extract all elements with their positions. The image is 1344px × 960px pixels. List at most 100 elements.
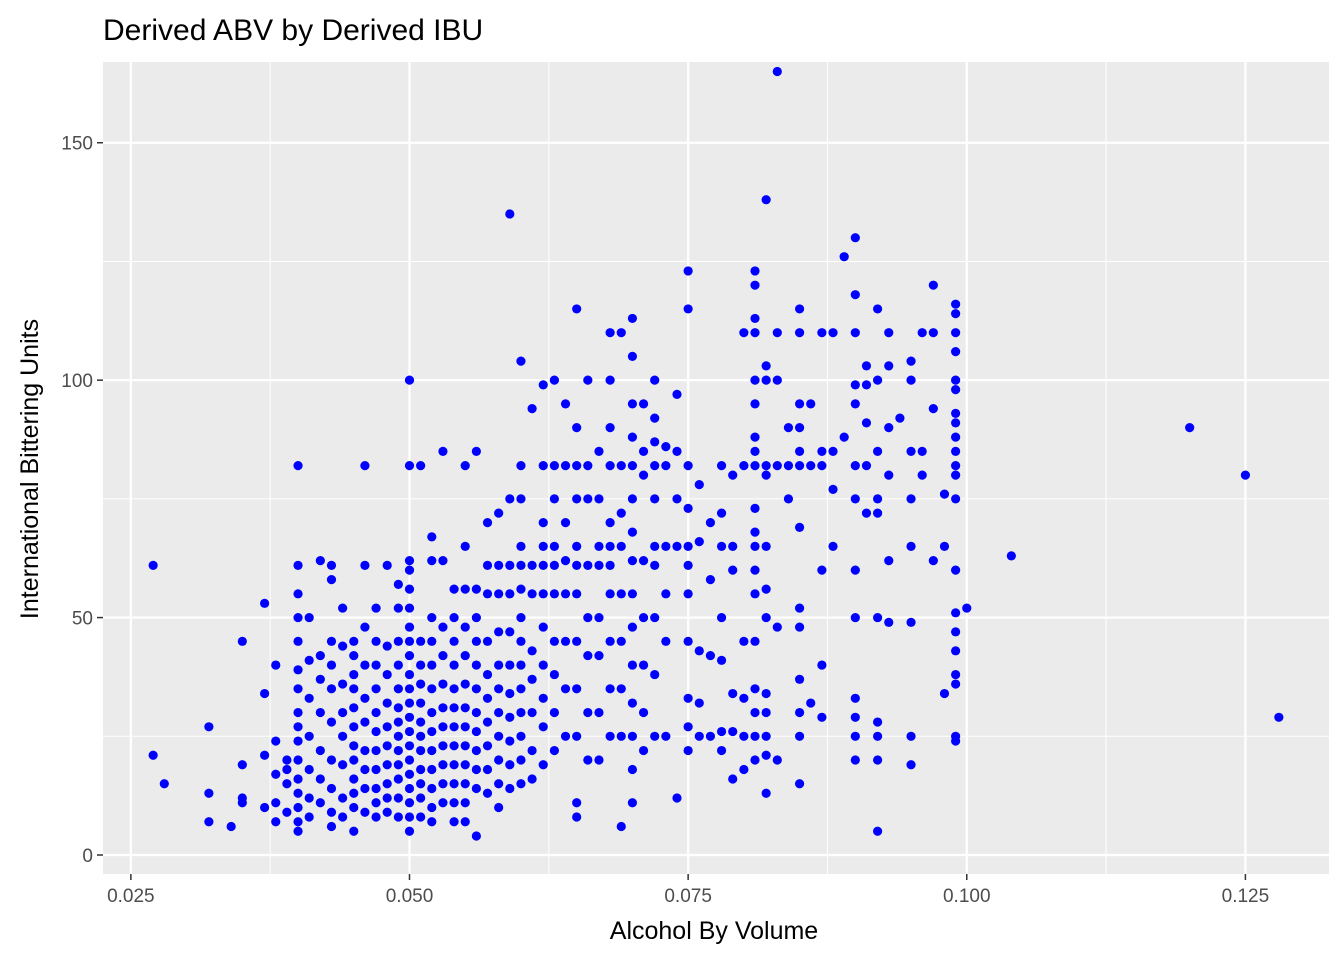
data-point <box>505 494 515 504</box>
data-point <box>527 774 537 784</box>
data-point <box>794 328 805 338</box>
data-point <box>572 812 582 822</box>
data-point <box>293 826 303 836</box>
data-point <box>371 684 381 694</box>
data-point <box>371 726 381 737</box>
data-point <box>739 461 749 471</box>
data-point <box>293 589 303 599</box>
data-point <box>404 698 415 708</box>
data-point <box>572 589 582 599</box>
data-point <box>828 328 838 338</box>
data-point <box>806 399 816 409</box>
data-point <box>382 641 392 651</box>
data-point <box>460 817 470 827</box>
data-point <box>471 584 481 594</box>
data-point <box>761 541 771 551</box>
data-point <box>404 769 415 779</box>
data-point <box>906 494 916 504</box>
data-point <box>505 589 515 599</box>
data-point <box>761 361 771 371</box>
plot-panel <box>103 62 1329 874</box>
data-point <box>794 304 805 314</box>
data-point <box>338 707 348 718</box>
data-point <box>873 612 883 623</box>
data-point <box>605 461 615 471</box>
data-point <box>861 380 872 390</box>
data-point <box>416 745 426 756</box>
data-point <box>861 418 872 428</box>
data-point <box>427 684 437 694</box>
data-point <box>951 328 961 338</box>
data-point <box>783 423 794 433</box>
data-point <box>616 589 626 599</box>
data-point <box>404 741 415 751</box>
data-point <box>761 707 771 718</box>
data-point <box>616 821 626 832</box>
data-point <box>404 461 415 471</box>
data-point <box>806 461 816 471</box>
data-point <box>404 584 415 594</box>
data-point <box>939 688 950 699</box>
data-point <box>293 684 303 694</box>
data-point <box>371 798 381 808</box>
data-point <box>471 446 481 456</box>
data-point <box>315 745 325 756</box>
data-point <box>761 731 771 741</box>
data-point <box>750 266 760 276</box>
data-point <box>917 470 927 480</box>
data-point <box>482 518 493 528</box>
data-point <box>449 760 459 770</box>
data-point <box>794 603 805 613</box>
data-point <box>951 418 961 428</box>
data-point <box>516 356 526 366</box>
data-point <box>1006 551 1016 561</box>
data-point <box>460 722 470 732</box>
data-point <box>471 831 481 841</box>
data-point <box>282 764 292 775</box>
data-point <box>260 688 270 699</box>
data-point <box>750 446 760 456</box>
data-point <box>873 304 883 314</box>
data-point <box>850 399 860 409</box>
data-point <box>627 461 638 471</box>
data-point <box>794 731 805 741</box>
data-point <box>560 636 571 646</box>
data-point <box>360 764 370 775</box>
x-axis-ticks: 0.025 0.050 0.075 0.100 0.125 <box>107 874 1269 907</box>
data-point <box>516 731 526 741</box>
data-point <box>605 684 615 694</box>
data-point <box>404 565 415 575</box>
data-point <box>527 404 537 414</box>
data-point <box>404 826 415 836</box>
data-point <box>616 508 626 518</box>
data-point <box>416 717 426 727</box>
data-point <box>338 679 348 689</box>
data-point <box>416 679 426 689</box>
data-point <box>271 736 281 746</box>
data-point <box>705 518 716 528</box>
y-tick-label: 100 <box>61 371 93 392</box>
data-point <box>293 802 303 813</box>
data-point <box>371 812 381 822</box>
data-point <box>538 589 548 599</box>
data-point <box>159 779 169 789</box>
data-point <box>884 470 894 480</box>
data-point <box>338 731 348 741</box>
data-point <box>393 603 403 613</box>
data-point <box>794 446 805 456</box>
data-point <box>304 693 314 703</box>
data-point <box>828 541 838 551</box>
y-tick-label: 150 <box>61 134 93 155</box>
chart-title: Derived ABV by Derived IBU <box>103 14 483 47</box>
data-point <box>627 589 638 599</box>
data-point <box>438 679 448 689</box>
data-point <box>627 698 638 708</box>
data-point <box>750 328 760 338</box>
data-point <box>471 764 481 775</box>
data-point <box>917 328 927 338</box>
data-point <box>438 741 448 751</box>
data-point <box>672 494 682 504</box>
data-point <box>627 660 638 670</box>
data-point <box>404 622 415 632</box>
data-point <box>650 669 660 680</box>
